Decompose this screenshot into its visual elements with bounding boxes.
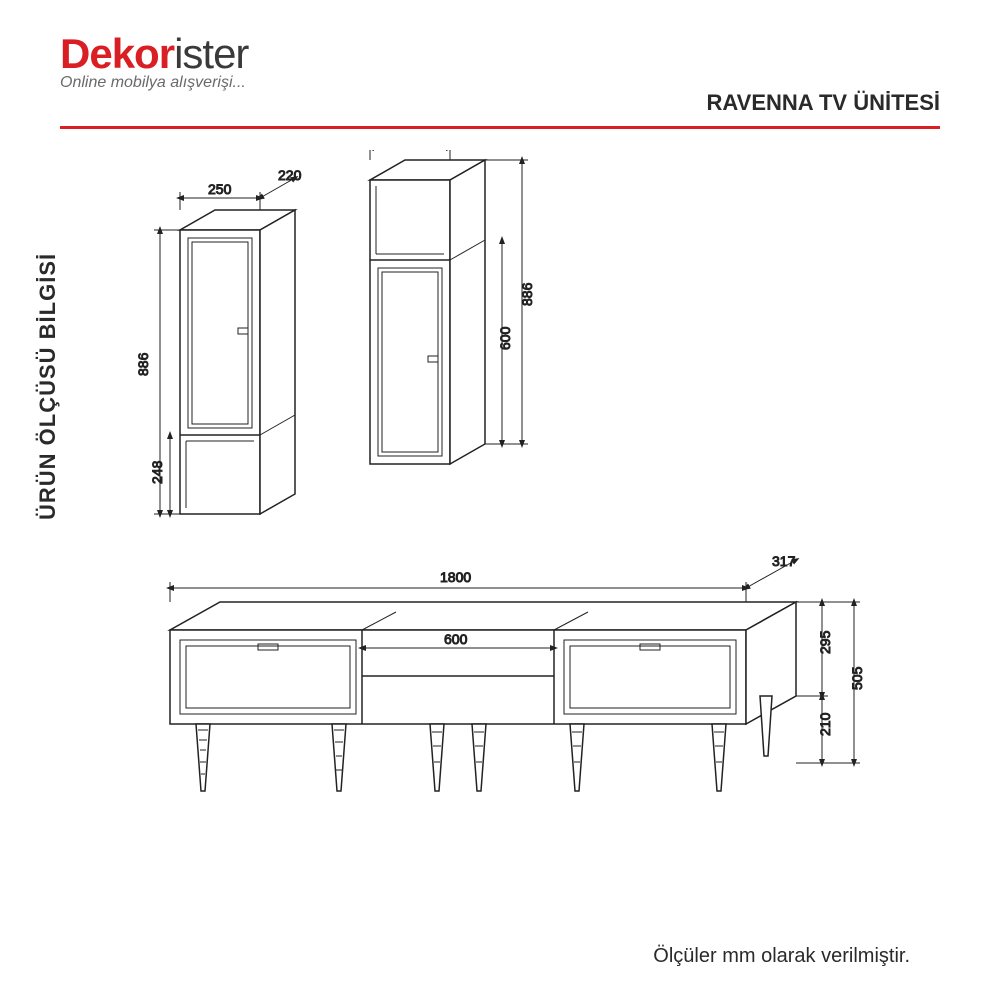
brand-logo: Dekorister xyxy=(60,30,940,78)
dim-c2-door: 600 xyxy=(497,326,513,350)
dim-c1-bottom: 248 xyxy=(149,460,165,484)
dim-tv-total: 505 xyxy=(849,666,865,690)
cabinet-right: 250 220 886 600 xyxy=(370,150,535,464)
technical-drawing: 250 220 886 248 xyxy=(100,150,940,920)
dim-tv-leg: 210 xyxy=(817,712,833,736)
dim-c2-height: 886 xyxy=(519,282,535,306)
dim-c1-depth: 220 xyxy=(278,167,302,183)
dim-c1-height: 886 xyxy=(135,352,151,376)
tv-unit: 1800 317 600 295 210 505 xyxy=(170,553,865,791)
product-title: RAVENNA TV ÜNİTESİ xyxy=(707,90,940,116)
leg xyxy=(196,724,210,791)
header-rule xyxy=(60,126,940,129)
dim-tv-body: 295 xyxy=(817,630,833,654)
dim-tv-mid: 600 xyxy=(444,631,468,647)
header: Dekorister Online mobilya alışverişi... … xyxy=(60,30,940,92)
brand-part1: Dekor xyxy=(60,30,174,77)
footer-note: Ölçüler mm olarak verilmiştir. xyxy=(653,945,910,968)
drawing-area: 250 220 886 248 xyxy=(100,150,940,920)
dim-tv-width: 1800 xyxy=(440,569,471,585)
side-label: ÜRÜN ÖLÇÜSÜ BİLGİSİ xyxy=(35,253,61,520)
brand-part2: ister xyxy=(174,30,248,77)
cabinet-left: 250 220 886 248 xyxy=(135,167,302,514)
dim-c1-width: 250 xyxy=(208,181,232,197)
dim-tv-depth: 317 xyxy=(772,553,796,569)
